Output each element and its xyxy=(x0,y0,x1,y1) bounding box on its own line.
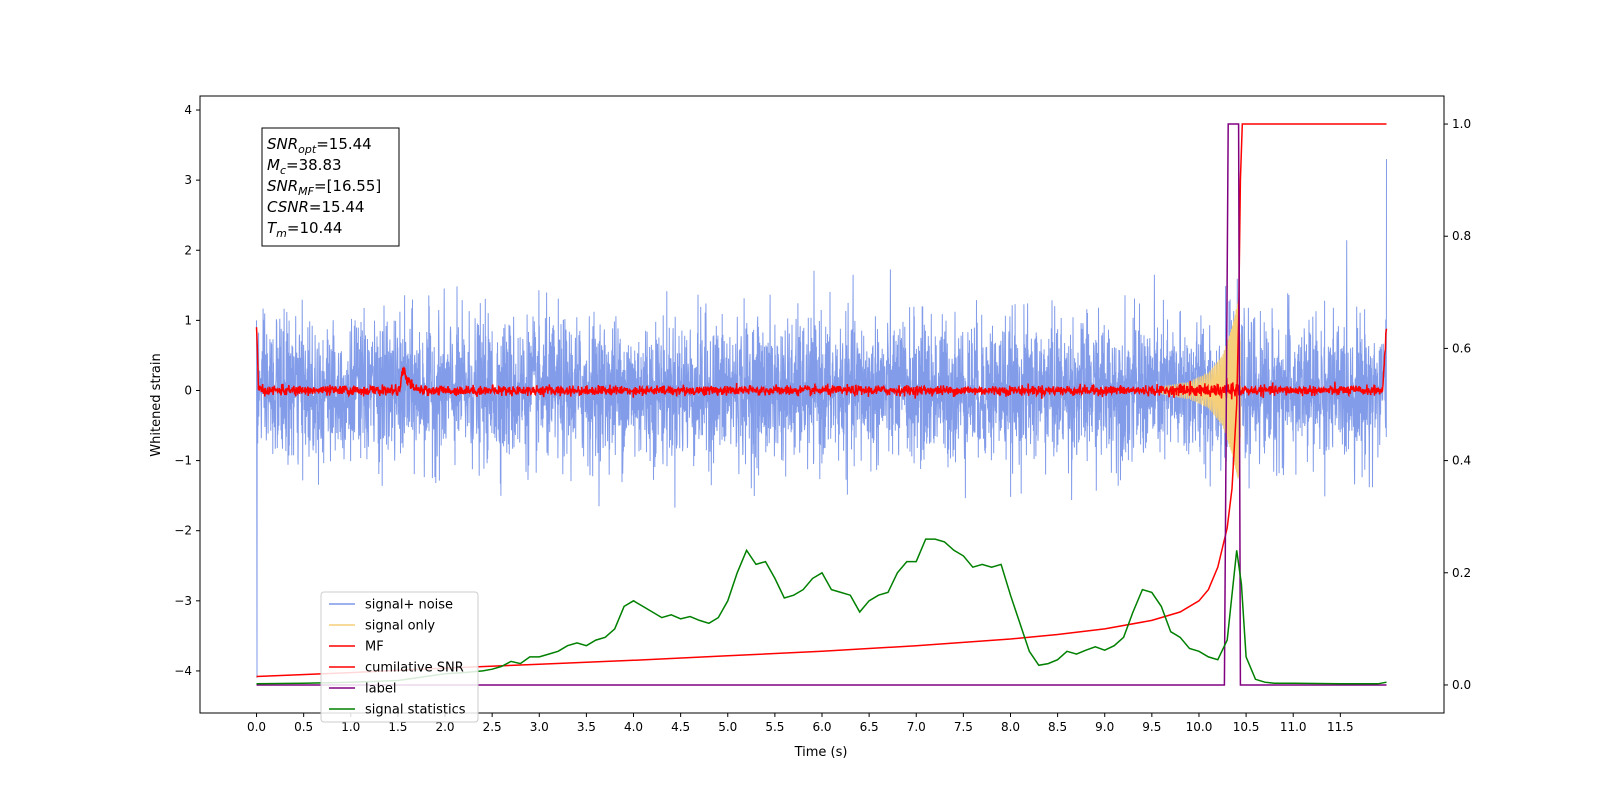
y-right-tick-label: 0.4 xyxy=(1452,454,1471,468)
y-left-tick-label: 4 xyxy=(184,103,192,117)
legend-entry: signal+ noise xyxy=(329,598,453,613)
x-tick-label: 10.5 xyxy=(1233,720,1260,734)
x-tick-label: 8.0 xyxy=(1001,720,1020,734)
legend-label: signal statistics xyxy=(365,703,466,718)
legend-entry: cumilative SNR xyxy=(329,661,464,676)
x-tick-label: 4.5 xyxy=(671,720,690,734)
x-tick-label: 9.0 xyxy=(1095,720,1114,734)
annotation-line: CSNR=15.44 xyxy=(267,198,364,216)
x-tick-label: 7.0 xyxy=(907,720,926,734)
x-tick-label: 1.0 xyxy=(341,720,360,734)
y-right-axis-ticks: 1.0 0.8 0.6 0.4 0.2 0.0 xyxy=(1444,117,1471,692)
y-left-tick-label: 1 xyxy=(184,313,192,327)
annotation-box: SNRopt=15.44Mc=38.83SNRMF=[16.55]CSNR=15… xyxy=(261,127,400,247)
y-right-tick-label: 0.6 xyxy=(1452,341,1471,355)
x-tick-label: 0.0 xyxy=(247,720,266,734)
x-tick-label: 10.0 xyxy=(1186,720,1213,734)
legend-label: signal+ noise xyxy=(365,598,453,613)
x-tick-label: 5.0 xyxy=(718,720,737,734)
x-tick-label: 1.5 xyxy=(388,720,407,734)
x-tick-label: 5.5 xyxy=(765,720,784,734)
legend-label: signal only xyxy=(365,619,435,634)
x-tick-label: 2.5 xyxy=(483,720,502,734)
series-signal-statistics xyxy=(256,538,1387,685)
x-tick-label: 7.5 xyxy=(954,720,973,734)
y-left-tick-label: 2 xyxy=(184,243,192,257)
x-tick-label: 6.0 xyxy=(812,720,831,734)
x-tick-label: 2.0 xyxy=(435,720,454,734)
x-tick-label: 3.5 xyxy=(577,720,596,734)
y-left-tick-label: −4 xyxy=(174,664,192,678)
x-tick-label: 11.5 xyxy=(1327,720,1354,734)
legend-entry: signal statistics xyxy=(329,703,466,718)
legend-label: label xyxy=(365,682,396,697)
series-label xyxy=(256,123,1387,686)
series-layer xyxy=(255,123,1388,686)
y-left-tick-label: 0 xyxy=(184,383,192,397)
legend: signal+ noise signal only MF cumilative SNR… xyxy=(320,591,479,723)
series-signal-only xyxy=(1160,300,1243,479)
legend-frame xyxy=(320,591,479,723)
y-left-tick-label: −2 xyxy=(174,524,192,538)
x-axis-ticks: 0.0 0.5 1.0 1.5 2.0 2.5 3.0 3.5 4.0 4.5 5.0 5.5 6.0 6… xyxy=(247,713,1354,734)
legend-label: cumilative SNR xyxy=(365,661,464,676)
legend-entry: signal only xyxy=(329,619,435,634)
x-tick-label: 8.5 xyxy=(1048,720,1067,734)
annotation-line: SNRMF=[16.55] xyxy=(267,177,381,198)
y-left-tick-label: −1 xyxy=(174,454,192,468)
y-left-tick-label: 3 xyxy=(184,173,192,187)
y-left-axis-ticks: 4 3 2 1 0 −1 −2 −3 −4 xyxy=(174,103,200,678)
x-tick-label: 9.5 xyxy=(1142,720,1161,734)
annotation-line: SNRopt=15.44 xyxy=(267,135,372,156)
annotation-line: Mc=38.83 xyxy=(267,156,342,177)
series-mf xyxy=(255,327,1388,400)
legend-label: MF xyxy=(365,640,384,655)
legend-entry: label xyxy=(329,682,396,697)
y-right-tick-label: 0.0 xyxy=(1452,678,1471,692)
y-right-tick-label: 1.0 xyxy=(1452,117,1471,131)
y-axis-label: Whitened strain xyxy=(149,353,164,456)
x-tick-label: 6.5 xyxy=(860,720,879,734)
y-right-tick-label: 0.8 xyxy=(1452,229,1471,243)
x-axis-label: Time (s) xyxy=(794,745,848,760)
x-tick-label: 11.0 xyxy=(1280,720,1307,734)
x-tick-label: 0.5 xyxy=(294,720,313,734)
annotation-line: Tm=10.44 xyxy=(267,219,342,240)
annotation-frame xyxy=(261,127,400,247)
x-tick-label: 3.0 xyxy=(530,720,549,734)
y-right-tick-label: 0.2 xyxy=(1452,566,1471,580)
y-left-tick-label: −3 xyxy=(174,594,192,608)
legend-entry: MF xyxy=(329,640,384,655)
x-tick-label: 4.0 xyxy=(624,720,643,734)
